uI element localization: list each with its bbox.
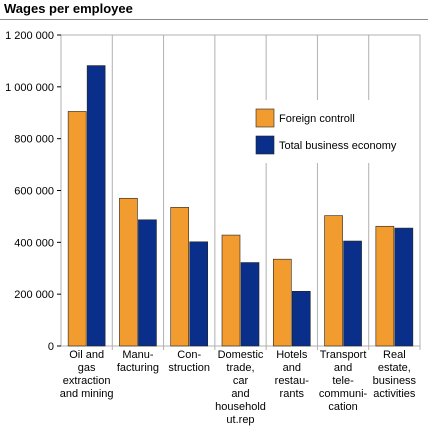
y-tick-label: 1 200 000 <box>5 30 54 42</box>
x-category-label: and <box>334 362 352 374</box>
legend-box <box>248 100 414 163</box>
x-category-label: restau- <box>275 375 310 387</box>
x-category-label: car <box>233 375 249 387</box>
legend-label: Total business economy <box>279 140 397 152</box>
x-category-label: Manu- <box>122 349 154 361</box>
legend-swatch <box>255 135 275 155</box>
x-category-label: struction <box>168 362 210 374</box>
bar-total <box>138 219 157 347</box>
x-category-label: rants <box>280 388 305 400</box>
x-category-label: tele- <box>332 375 354 387</box>
x-category-label: and <box>283 362 301 374</box>
x-category-label: Hotels <box>276 349 308 361</box>
x-category-label: Oil and <box>69 349 104 361</box>
y-tick-label: 800 000 <box>14 134 54 146</box>
y-tick-label: 400 000 <box>14 237 54 249</box>
bar-foreign <box>170 207 190 347</box>
legend-swatch <box>255 108 275 128</box>
x-category-label: business <box>373 375 417 387</box>
bar-foreign <box>272 258 292 347</box>
bar-total <box>343 240 362 347</box>
x-category-label: trade, <box>226 362 254 374</box>
chart-title: Wages per employee <box>4 1 133 16</box>
x-category-label: gas <box>78 362 96 374</box>
x-category-label: and <box>231 388 249 400</box>
x-category-label: communi- <box>319 388 368 400</box>
x-category-label: cation <box>328 401 357 413</box>
x-category-label: Con- <box>177 349 201 361</box>
bar-foreign <box>67 111 87 347</box>
legend-label: Foreign controll <box>279 113 355 125</box>
bar-total <box>86 65 106 347</box>
bar-total <box>240 262 260 347</box>
plot-frame <box>60 34 421 347</box>
bar-total <box>394 227 414 347</box>
bar-foreign <box>221 234 241 347</box>
x-category-label: extraction <box>63 375 111 387</box>
y-tick-label: 600 000 <box>14 186 54 198</box>
x-category-label: estate, <box>378 362 411 374</box>
x-category-label: Domestic <box>218 349 264 361</box>
y-tick-label: 200 000 <box>14 289 54 301</box>
x-category-label: Real <box>383 349 406 361</box>
x-category-label: and mining <box>60 388 114 400</box>
x-category-label: ut.rep <box>226 414 254 426</box>
bar-foreign <box>324 215 343 347</box>
bar-total <box>291 291 311 347</box>
x-category-label: activities <box>373 388 416 400</box>
x-category-label: Transport <box>320 349 367 361</box>
bar-total <box>189 241 209 347</box>
x-category-label: facturing <box>117 362 159 374</box>
title-divider <box>0 19 428 20</box>
x-category-label: household <box>215 401 266 413</box>
y-tick-label: 1 000 000 <box>5 82 54 94</box>
y-tick-label: 0 <box>48 341 54 353</box>
bar-foreign <box>119 197 138 347</box>
bar-foreign <box>375 225 395 347</box>
